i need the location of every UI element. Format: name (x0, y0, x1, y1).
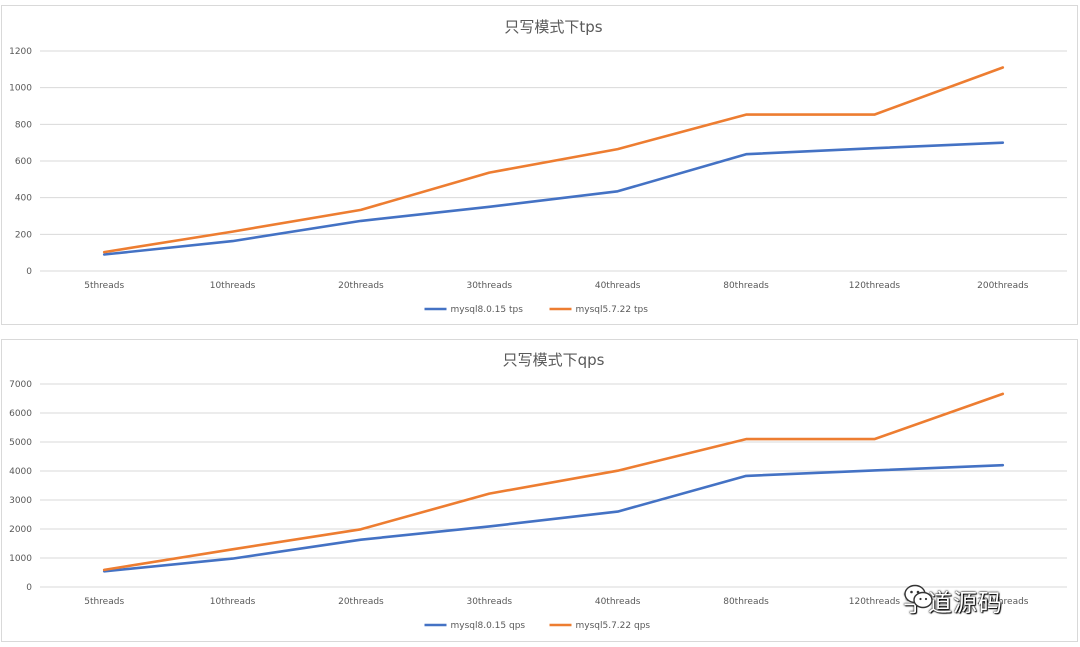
qps-chart: 只写模式下qps 0 1000 2000 3000 4000 5000 6000 7000 5th… (9, 351, 1067, 631)
watermark: 芋道源码 (903, 583, 1003, 618)
qps-series-line-1 (102, 463, 1005, 573)
tps-y-tick-label: 0 (26, 267, 32, 277)
qps-x-tick-label: 30threads (466, 597, 512, 607)
tps-x-tick-label: 30threads (466, 281, 512, 291)
tps-y-tick-label: 1000 (9, 84, 32, 94)
tps-y-tick-label: 800 (15, 120, 32, 130)
qps-legend-label-1: mysql8.0.15 qps (451, 621, 526, 631)
tps-series-line-2 (102, 66, 1005, 254)
tps-x-tick-label: 200threads (977, 281, 1029, 291)
qps-chart-panel: 只写模式下qps 0 1000 2000 3000 4000 5000 6000 7000 5th… (1, 339, 1078, 642)
qps-y-tick-label: 6000 (9, 409, 32, 419)
qps-y-tick-label: 7000 (9, 380, 32, 390)
qps-y-tick-label: 1000 (9, 554, 32, 564)
tps-y-tick-label: 400 (15, 194, 32, 204)
tps-x-tick-label: 40threads (595, 281, 641, 291)
qps-x-tick-label: 80threads (723, 597, 769, 607)
qps-x-tick-label: 20threads (338, 597, 384, 607)
wechat-icon (904, 584, 933, 609)
qps-legend-label-2: mysql5.7.22 qps (576, 621, 651, 631)
tps-y-tick-label: 600 (15, 157, 32, 167)
qps-y-tick-label: 4000 (9, 467, 32, 477)
qps-x-tick-label: 10threads (210, 597, 256, 607)
tps-x-tick-label: 120threads (849, 281, 901, 291)
qps-y-tick-label: 3000 (9, 496, 32, 506)
qps-series-line-2 (102, 392, 1005, 572)
qps-x-tick-label: 200threads (977, 597, 1029, 607)
tps-x-tick-label: 80threads (723, 281, 769, 291)
tps-chart-title: 只写模式下tps (504, 18, 602, 36)
tps-x-tick-label: 20threads (338, 281, 384, 291)
tps-legend-label-2: mysql5.7.22 tps (576, 305, 649, 315)
qps-y-tick-label: 0 (26, 583, 32, 593)
tps-chart-panel: 只写模式下tps 0 200 400 600 800 1000 1200 5threads 10t… (1, 5, 1078, 325)
tps-legend-label-1: mysql8.0.15 tps (451, 305, 524, 315)
tps-y-tick-label: 200 (15, 230, 32, 240)
qps-x-tick-label: 120threads (849, 597, 901, 607)
tps-series-line-1 (102, 141, 1005, 256)
qps-chart-title: 只写模式下qps (503, 351, 605, 369)
tps-chart: 只写模式下tps 0 200 400 600 800 1000 1200 5threads 10t… (9, 18, 1067, 315)
qps-x-tick-label: 5threads (84, 597, 124, 607)
qps-y-tick-label: 5000 (9, 438, 32, 448)
tps-y-tick-label: 1200 (9, 47, 32, 57)
qps-x-tick-label: 40threads (595, 597, 641, 607)
qps-y-tick-label: 2000 (9, 525, 32, 535)
tps-x-tick-label: 10threads (210, 281, 256, 291)
tps-x-tick-label: 5threads (84, 281, 124, 291)
